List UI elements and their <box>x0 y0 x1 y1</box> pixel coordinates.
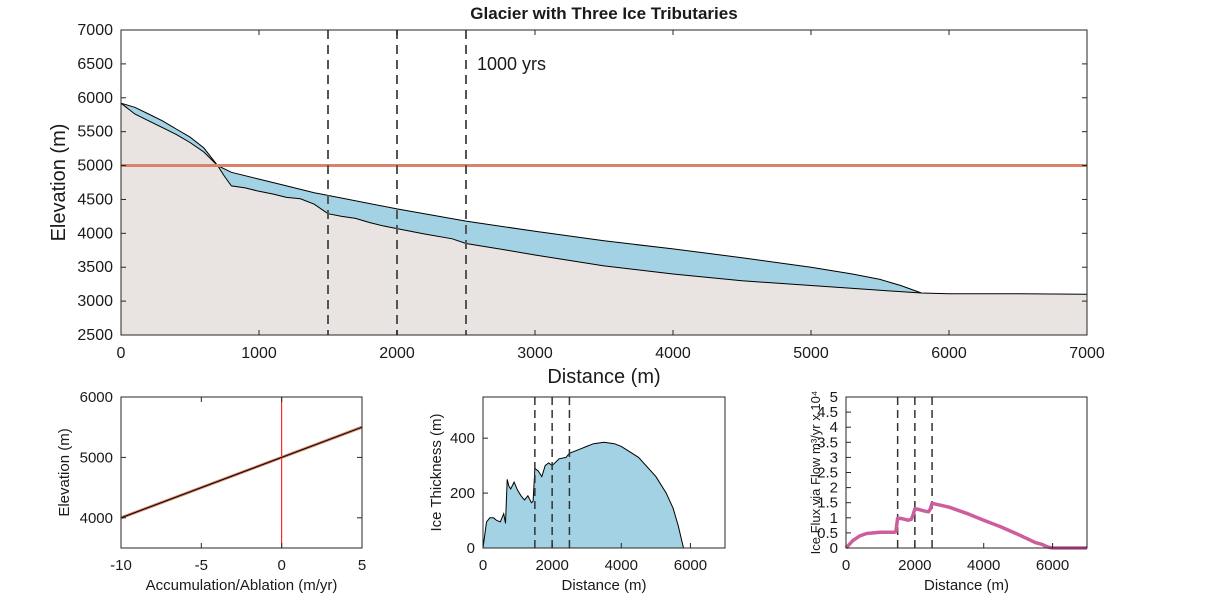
x-tick-label: 3000 <box>517 345 553 362</box>
x-tick-label: 5 <box>358 557 366 574</box>
ice-surface-line <box>120 102 922 294</box>
y-tick-label: 2.5 <box>817 465 838 482</box>
x-tick-label: -5 <box>195 557 208 574</box>
y-tick-label: 6000 <box>77 90 113 107</box>
y-tick-label: 0.5 <box>817 525 838 542</box>
x-tick-label: -10 <box>110 557 132 574</box>
axes-frame <box>120 29 1088 336</box>
y-tick-label: 3000 <box>77 293 113 310</box>
x-tick-label: 6000 <box>674 557 707 574</box>
x-axis-label: Distance (m) <box>924 577 1009 594</box>
mass-balance-chart: -10 -5 0 5 4000 5000 6000 Accumulation/Ablation… <box>56 389 366 594</box>
y-tick-label: 4000 <box>77 225 113 242</box>
y-tick-label: 4000 <box>80 510 113 527</box>
y-tick-label: 4 <box>830 419 838 436</box>
y-tick-label: 6500 <box>77 56 113 73</box>
x-tick-label: 1000 <box>241 345 277 362</box>
thickness-line <box>482 441 725 549</box>
y-tick-label: 5000 <box>77 158 113 175</box>
y-tick-label: 0 <box>467 540 475 557</box>
bed-line <box>120 102 1088 295</box>
y-tick-label: 3.5 <box>817 434 838 451</box>
thickness-area <box>483 442 725 548</box>
y-tick-label: 5 <box>830 389 838 406</box>
y-axis-label: Elevation (m) <box>48 124 70 242</box>
y-tick-label: 1.5 <box>817 495 838 512</box>
y-tick-label: 400 <box>450 430 475 447</box>
mass-balance-line <box>120 426 363 519</box>
x-axis-label: Distance (m) <box>547 366 660 388</box>
y-tick-label: 5500 <box>77 124 113 141</box>
y-tick-label: 4.5 <box>817 404 838 421</box>
ice-flux-chart: 0 2000 4000 6000 00.511.522.533.544.55 Distan… <box>808 389 1088 594</box>
y-tick-label: 2 <box>830 480 838 497</box>
x-axis-label: Distance (m) <box>561 577 646 594</box>
x-tick-label: 5000 <box>793 345 829 362</box>
x-tick-label: 2000 <box>379 345 415 362</box>
y-tick-label: 0 <box>830 540 838 557</box>
y-tick-label: 6000 <box>80 389 113 406</box>
y-axis-label: Ice Flux via Flow m³/yr x 10⁴ <box>808 391 823 555</box>
x-tick-label: 0 <box>117 345 126 362</box>
x-tick-label: 4000 <box>655 345 691 362</box>
axes-frame <box>120 396 363 549</box>
ice-thickness-chart: 0 2000 4000 6000 0 200 400 Distance (m) Ice Thic… <box>428 396 726 594</box>
x-tick-label: 6000 <box>1036 557 1069 574</box>
x-axis-label: Accumulation/Ablation (m/yr) <box>146 577 338 594</box>
x-tick-label: 2000 <box>898 557 931 574</box>
y-tick-label: 7000 <box>77 22 113 39</box>
y-tick-label: 3500 <box>77 259 113 276</box>
y-tick-label: 5000 <box>80 449 113 466</box>
x-tick-label: 0 <box>842 557 850 574</box>
x-tick-label: 6000 <box>931 345 967 362</box>
x-tick-label: 4000 <box>967 557 1000 574</box>
time-annotation: 1000 yrs <box>477 54 546 74</box>
figure-title: Glacier with Three Ice Tributaries <box>470 4 737 23</box>
profile-chart: 0 1000 2000 3000 4000 5000 6000 7000 2500 3000 350… <box>48 22 1105 388</box>
x-tick-label: 7000 <box>1069 345 1105 362</box>
y-tick-label: 3 <box>830 449 838 466</box>
y-tick-label: 200 <box>450 485 475 502</box>
bedrock-area <box>121 103 1087 335</box>
axes-frame <box>845 396 1088 549</box>
x-tick-label: 0 <box>479 557 487 574</box>
y-tick-label: 4500 <box>77 191 113 208</box>
y-tick-label: 2500 <box>77 327 113 344</box>
y-axis-label: Ice Thickness (m) <box>428 413 445 531</box>
axes-frame <box>482 396 726 549</box>
ice-area <box>121 103 922 293</box>
y-axis-label: Elevation (m) <box>56 428 73 516</box>
flux-line <box>844 501 1087 550</box>
y-tick-label: 1 <box>830 510 838 527</box>
x-tick-label: 0 <box>277 557 285 574</box>
x-tick-label: 2000 <box>535 557 568 574</box>
x-tick-label: 4000 <box>605 557 638 574</box>
